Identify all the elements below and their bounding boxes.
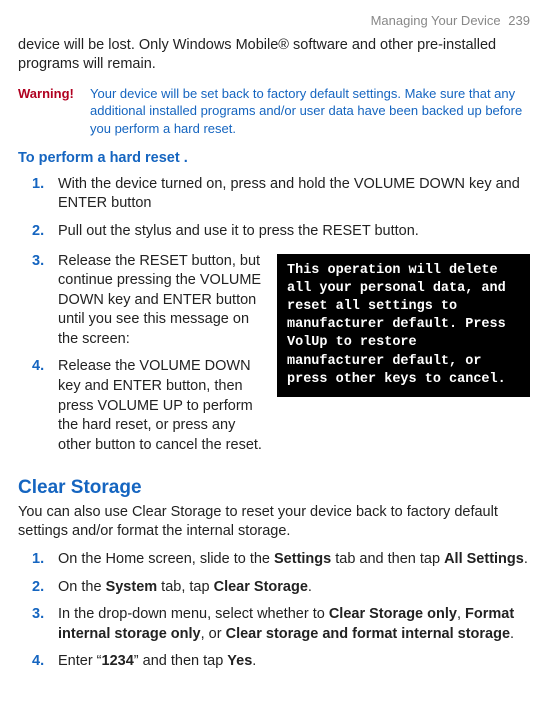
cs-step-4: 4. Enter “1234” and then tap Yes. bbox=[58, 652, 530, 672]
step-number: 4. bbox=[32, 357, 44, 377]
clearstorage-intro: You can also use Clear Storage to reset … bbox=[18, 503, 530, 542]
step-text: Pull out the stylus and use it to press … bbox=[58, 223, 419, 239]
hardreset-steps-12: 1. With the device turned on, press and … bbox=[18, 175, 530, 242]
step-4: 4. Release the VOLUME DOWN key and ENTER… bbox=[58, 357, 263, 455]
cs-step-1: 1. On the Home screen, slide to the Sett… bbox=[58, 550, 530, 570]
header-page: 239 bbox=[508, 13, 530, 28]
step-2: 2. Pull out the stylus and use it to pre… bbox=[58, 222, 530, 242]
step-number: 3. bbox=[32, 605, 44, 625]
step-number: 3. bbox=[32, 252, 44, 272]
clearstorage-steps: 1. On the Home screen, slide to the Sett… bbox=[18, 550, 530, 672]
hardreset-row: 3. Release the RESET button, but continu… bbox=[18, 252, 530, 466]
step-number: 1. bbox=[32, 550, 44, 570]
clearstorage-title: Clear Storage bbox=[18, 475, 530, 501]
step-number: 1. bbox=[32, 175, 44, 195]
step-text: With the device turned on, press and hol… bbox=[58, 176, 520, 212]
step-number: 4. bbox=[32, 652, 44, 672]
step-1: 1. With the device turned on, press and … bbox=[58, 175, 530, 214]
warning-label: Warning! bbox=[18, 85, 90, 138]
step-text: Release the VOLUME DOWN key and ENTER bu… bbox=[58, 358, 262, 452]
warning-text: Your device will be set back to factory … bbox=[90, 85, 530, 138]
step-number: 2. bbox=[32, 222, 44, 242]
cs-step-2: 2. On the System tab, tap Clear Storage. bbox=[58, 578, 530, 598]
step-number: 2. bbox=[32, 578, 44, 598]
page-header: Managing Your Device 239 bbox=[18, 12, 530, 30]
warning-block: Warning! Your device will be set back to… bbox=[18, 85, 530, 138]
step-text: Release the RESET button, but continue p… bbox=[58, 253, 261, 347]
step-3: 3. Release the RESET button, but continu… bbox=[58, 252, 263, 350]
header-section: Managing Your Device bbox=[371, 13, 501, 28]
cs-step-3: 3. In the drop-down menu, select whether… bbox=[58, 605, 530, 644]
device-screen-message: This operation will delete all your pers… bbox=[277, 254, 530, 398]
hardreset-steps-34: 3. Release the RESET button, but continu… bbox=[18, 252, 263, 466]
hardreset-heading: To perform a hard reset . bbox=[18, 149, 530, 169]
intro-text: device will be lost. Only Windows Mobile… bbox=[18, 36, 530, 75]
